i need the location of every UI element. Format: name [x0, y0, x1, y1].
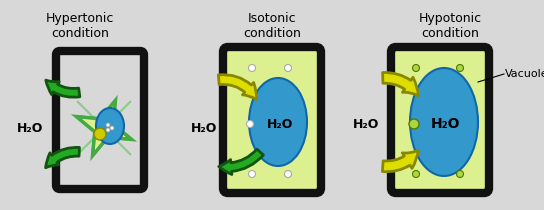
Ellipse shape — [110, 126, 114, 130]
Ellipse shape — [249, 64, 256, 71]
Ellipse shape — [456, 171, 463, 177]
Text: H₂O: H₂O — [267, 118, 293, 130]
FancyArrowPatch shape — [382, 72, 418, 96]
Ellipse shape — [96, 108, 124, 144]
Ellipse shape — [246, 121, 254, 127]
Text: H₂O: H₂O — [353, 118, 379, 130]
Text: Hypotonic
condition: Hypotonic condition — [418, 12, 481, 40]
FancyArrowPatch shape — [382, 150, 418, 172]
FancyBboxPatch shape — [393, 49, 487, 191]
Text: Vacuole: Vacuole — [505, 69, 544, 79]
Text: Isotonic
condition: Isotonic condition — [243, 12, 301, 40]
FancyBboxPatch shape — [225, 49, 319, 191]
FancyArrowPatch shape — [46, 80, 80, 97]
Ellipse shape — [285, 171, 292, 177]
Text: H₂O: H₂O — [191, 122, 217, 134]
Text: Hypertonic
condition: Hypertonic condition — [46, 12, 114, 40]
Ellipse shape — [249, 78, 307, 166]
FancyArrowPatch shape — [46, 147, 79, 168]
Ellipse shape — [456, 64, 463, 71]
Ellipse shape — [94, 128, 106, 140]
Ellipse shape — [412, 171, 419, 177]
Text: H₂O: H₂O — [431, 117, 461, 131]
Polygon shape — [76, 100, 132, 156]
Ellipse shape — [285, 64, 292, 71]
Ellipse shape — [410, 68, 478, 176]
Ellipse shape — [106, 128, 110, 132]
Text: H₂O: H₂O — [17, 122, 43, 134]
Ellipse shape — [412, 64, 419, 71]
Ellipse shape — [106, 123, 110, 127]
FancyArrowPatch shape — [219, 149, 263, 175]
Ellipse shape — [409, 119, 419, 129]
Ellipse shape — [249, 171, 256, 177]
FancyBboxPatch shape — [60, 55, 140, 185]
FancyArrowPatch shape — [218, 75, 257, 100]
